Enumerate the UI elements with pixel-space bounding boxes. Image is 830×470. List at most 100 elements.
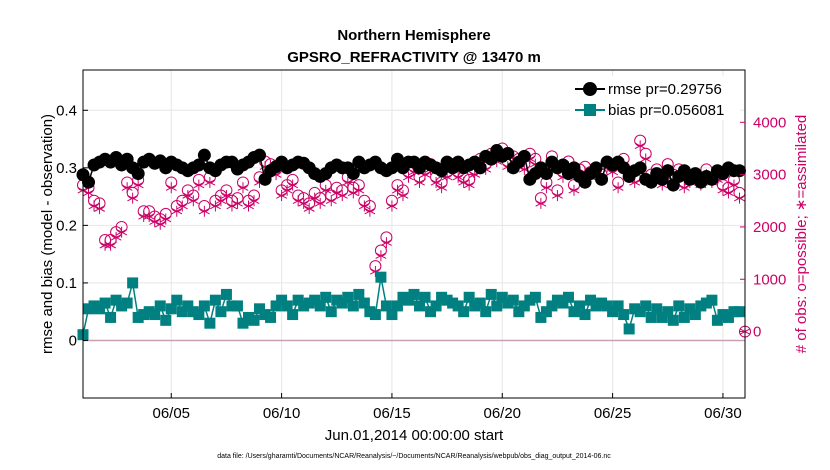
obs-assimilated-point: [728, 179, 740, 191]
obs-assimilated-point: [640, 153, 652, 165]
bias-point: [243, 311, 254, 323]
asterisk-stroke: [463, 181, 475, 189]
bias-point: [596, 297, 608, 309]
bias-point: [711, 314, 723, 326]
bias-point: [684, 303, 696, 315]
bias-point: [430, 300, 442, 312]
rmse-point: [517, 149, 531, 163]
obs-assimilated-point: [397, 190, 409, 202]
y-right-tick-label: 1000: [753, 271, 786, 288]
obs-assimilated-point: [436, 182, 448, 194]
bias-point: [193, 309, 205, 321]
bias-point: [309, 294, 321, 306]
legend-rmse-label: rmse pr=0.29756: [608, 81, 722, 98]
bias-point: [364, 306, 376, 318]
asterisk-stroke: [568, 187, 580, 194]
obs-assimilated-point: [734, 192, 745, 204]
asterisk-stroke: [171, 208, 183, 215]
bias-point: [265, 311, 277, 323]
asterisk-stroke: [232, 200, 243, 207]
bias-point: [425, 306, 437, 318]
asterisk-stroke: [540, 184, 552, 191]
bias-point: [281, 300, 293, 312]
asterisk-stroke: [209, 202, 221, 210]
asterisk-stroke: [165, 184, 177, 191]
asterisk-stroke: [419, 171, 431, 178]
obs-assimilated-point: [215, 195, 227, 207]
y-left-tick-label: 0: [69, 332, 77, 349]
obs-assimilated-point: [232, 197, 243, 209]
asterisk-stroke: [369, 268, 381, 275]
bias-point: [463, 291, 475, 303]
bias-point: [645, 311, 657, 323]
legend: rmse pr=0.29756 bias pr=0.056081: [570, 76, 740, 120]
bias-point: [408, 288, 420, 300]
obs-assimilated-point: [176, 200, 188, 212]
y-axis-label-left: rmse and bias (model - observation): [39, 114, 56, 354]
obs-assimilated-point: [336, 190, 348, 202]
asterisk-stroke: [83, 189, 94, 197]
obs-assimilated-point: [540, 182, 552, 194]
data-file-footnote: data file: /Users/gharamti/Documents/NCA…: [217, 453, 611, 460]
rmse-point: [539, 167, 553, 181]
bias-point: [397, 291, 409, 303]
bias-point: [336, 297, 348, 309]
bias-point: [204, 317, 216, 329]
obs-assimilated-point: [551, 190, 563, 202]
obs-assimilated-point: [132, 179, 144, 191]
asterisk-stroke: [722, 189, 734, 197]
obs-assimilated-point: [237, 182, 249, 194]
asterisk-stroke: [193, 181, 205, 189]
asterisk-stroke: [640, 155, 652, 163]
asterisk-stroke: [248, 197, 260, 204]
rmse-point: [131, 167, 145, 181]
bias-point: [187, 306, 199, 318]
bias-point: [447, 297, 459, 309]
obs-assimilated-point: [276, 190, 288, 202]
bias-point: [706, 294, 718, 306]
y-axis-label-right: # of obs: o=possible; ∗=assimilated: [793, 115, 810, 354]
asterisk-stroke: [386, 202, 398, 210]
asterisk-stroke: [612, 184, 624, 191]
bias-point: [160, 314, 172, 326]
bias-point: [127, 277, 139, 289]
asterisk-stroke: [281, 187, 293, 194]
asterisk-stroke: [364, 208, 376, 215]
y-right-tick-label: 2000: [753, 219, 786, 236]
bias-point: [579, 309, 591, 321]
bias-point: [99, 297, 111, 309]
bias-point: [601, 300, 613, 312]
legend-bias-marker: [584, 104, 596, 116]
obs-assimilated-point: [187, 195, 199, 207]
bias-point: [149, 309, 161, 321]
x-tick-label: 06/10: [263, 405, 301, 422]
obs-assimilated-point: [94, 203, 106, 215]
bias-point: [298, 300, 310, 312]
asterisk-stroke: [88, 202, 100, 210]
obs-assimilated-point: [535, 197, 547, 209]
asterisk-stroke: [127, 194, 139, 202]
bias-point: [248, 314, 260, 326]
asterisk-stroke: [198, 208, 210, 215]
rmse-point: [473, 161, 487, 175]
bias-point: [629, 303, 641, 315]
bias-point: [662, 306, 674, 318]
bias-point: [695, 300, 707, 312]
asterisk-stroke: [314, 200, 326, 207]
bias-point: [491, 300, 503, 312]
chart-subtitle: GPSRO_REFRACTIVITY @ 13470 m: [287, 49, 541, 66]
obs-assimilated-point: [110, 231, 122, 243]
asterisk-stroke: [215, 197, 227, 204]
asterisk-stroke: [331, 189, 343, 197]
bias-point: [607, 306, 619, 318]
bias-point: [105, 311, 117, 323]
bias-point: [474, 297, 486, 309]
asterisk-stroke: [458, 179, 470, 186]
obs-assimilated-point: [105, 239, 117, 251]
series-layer: [76, 134, 751, 341]
bias-point: [154, 300, 166, 312]
asterisk-stroke: [535, 200, 547, 207]
bias-point: [452, 300, 464, 312]
bias-point: [198, 300, 210, 312]
bias-point: [215, 306, 227, 318]
